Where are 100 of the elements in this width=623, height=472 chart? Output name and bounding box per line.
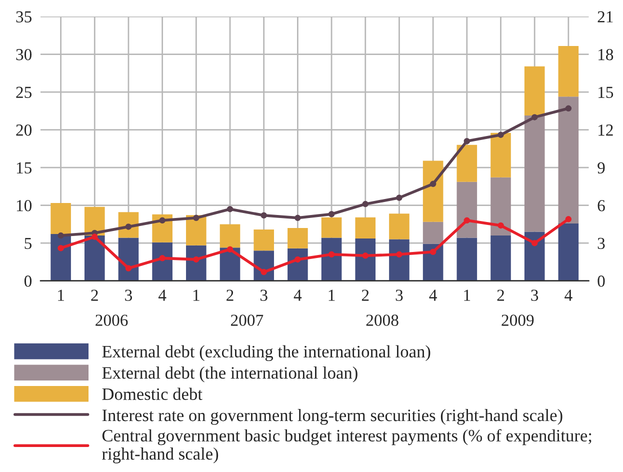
bar — [186, 245, 206, 281]
x-tick-label: 4 — [564, 290, 572, 301]
y-tick-label: 30 — [16, 48, 32, 60]
legend-label: Central government basic budget interest payments (% of expenditure; right-hand scale) — [102, 429, 592, 464]
bar — [490, 132, 511, 178]
bar — [490, 236, 511, 281]
x-tick-label: 3 — [531, 290, 538, 301]
point — [159, 255, 166, 262]
bar — [254, 229, 274, 251]
bar — [389, 239, 410, 281]
bar — [152, 242, 172, 281]
x-tick-label: 1 — [58, 290, 64, 301]
bar — [118, 238, 139, 281]
bar — [50, 203, 71, 234]
point — [396, 194, 402, 201]
text: 2008 — [366, 314, 398, 326]
y2-tick-label: 12 — [598, 124, 613, 136]
point — [498, 222, 504, 229]
x-tick-label: 1 — [328, 290, 335, 301]
x-tick-label: 4 — [429, 290, 437, 301]
point — [362, 252, 369, 259]
y-tick-label: 10 — [16, 200, 32, 212]
y2-tick-label: 3 — [598, 238, 605, 250]
point — [464, 138, 470, 144]
y2-tick-label: 18 — [598, 48, 614, 60]
text: 2006 — [96, 314, 128, 326]
point — [396, 251, 402, 258]
y2-tick-label: 9 — [598, 162, 605, 174]
legend-label: External debt (the international loan) — [102, 366, 358, 382]
point — [531, 240, 538, 246]
y-tick-label: 20 — [16, 124, 32, 136]
bar — [456, 144, 478, 182]
point — [92, 234, 98, 240]
x-tick-label: 4 — [158, 290, 166, 301]
bar — [422, 160, 444, 222]
bar — [422, 244, 444, 281]
legend-label: Interest rate on government long-term securities (right-hand scale) — [102, 409, 562, 425]
x-tick-label: 3 — [125, 290, 132, 301]
x-tick-label: 2 — [226, 290, 234, 301]
y-tick-label: 5 — [24, 238, 32, 250]
point — [565, 216, 572, 222]
bar — [321, 238, 342, 281]
bar — [558, 223, 579, 281]
y-tick-label: 0 — [24, 276, 32, 287]
x-tick-label: 3 — [396, 290, 403, 301]
y-tick-label: 15 — [16, 162, 32, 174]
point — [430, 248, 436, 256]
text: 2009 — [502, 314, 534, 326]
x-tick-label: 2 — [91, 290, 98, 301]
point — [58, 244, 64, 252]
x-tick-label: 1 — [464, 290, 470, 301]
x-tick-label: 4 — [294, 290, 302, 301]
bar — [456, 182, 478, 238]
bar — [220, 224, 240, 248]
x-tick-label: 1 — [193, 290, 200, 301]
bar — [389, 214, 410, 240]
point — [294, 214, 301, 222]
point — [226, 206, 234, 212]
bar — [422, 222, 444, 244]
bar — [524, 115, 545, 232]
point — [498, 132, 504, 138]
point — [58, 232, 64, 239]
point — [294, 256, 301, 263]
bar — [456, 238, 478, 281]
bar — [355, 238, 376, 281]
text: 2007 — [230, 314, 264, 326]
legend-label: External debt (excluding the international loan) — [102, 345, 430, 362]
bar — [321, 217, 342, 238]
point — [260, 212, 267, 219]
y2-tick-label: 15 — [598, 86, 614, 98]
x-tick-label: 2 — [497, 290, 504, 301]
bar — [524, 232, 545, 281]
point — [193, 214, 200, 222]
point — [193, 256, 200, 263]
point — [328, 211, 335, 218]
x-tick-label: 3 — [260, 290, 268, 301]
y-tick-label: 25 — [16, 86, 32, 98]
y2-tick-label: 6 — [598, 200, 605, 212]
point — [328, 251, 335, 258]
point — [125, 265, 132, 272]
y2-tick-label: 21 — [598, 11, 613, 22]
point — [464, 217, 470, 224]
y2-tick-label: 0 — [598, 276, 605, 287]
point — [430, 180, 436, 188]
bar — [490, 177, 511, 236]
bar — [524, 66, 545, 116]
point — [565, 105, 572, 112]
x-tick-label: 2 — [362, 290, 369, 301]
point — [531, 114, 538, 120]
point — [226, 246, 234, 252]
point — [260, 268, 267, 276]
bar — [558, 46, 579, 97]
legend-label: Domestic debt — [102, 388, 202, 400]
bar — [355, 217, 376, 239]
bar — [84, 236, 105, 281]
bar — [558, 96, 579, 224]
point — [159, 217, 166, 224]
bar — [288, 228, 308, 248]
point — [362, 200, 369, 208]
y-tick-label: 35 — [16, 11, 32, 22]
